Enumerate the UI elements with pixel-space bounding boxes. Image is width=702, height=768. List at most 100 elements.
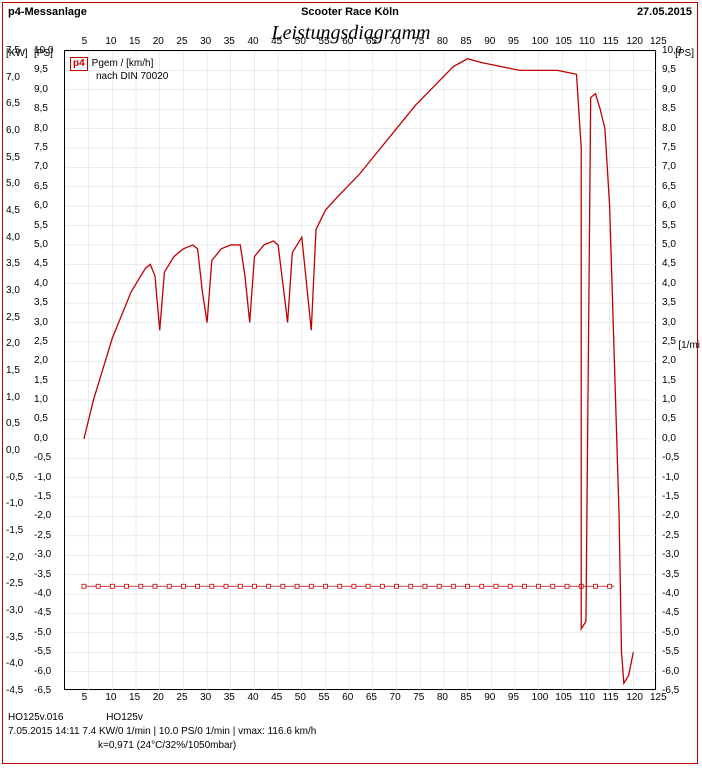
- tick-label: 5: [82, 692, 88, 703]
- tick-label: 100: [532, 36, 549, 47]
- tick-label: 4,0: [34, 278, 48, 289]
- tick-label: 6,0: [662, 200, 676, 211]
- legend-p4-icon: p4: [70, 57, 88, 71]
- tick-label: 45: [271, 36, 282, 47]
- tick-label: 1,5: [34, 375, 48, 386]
- tick-label: 85: [461, 36, 472, 47]
- tick-label: 1,5: [662, 375, 676, 386]
- tick-label: 0,0: [662, 433, 676, 444]
- tick-label: 20: [153, 692, 164, 703]
- tick-label: 15: [129, 36, 140, 47]
- tick-label: 8,0: [662, 123, 676, 134]
- tick-label: -3,0: [6, 605, 23, 616]
- tick-label: 7,0: [662, 161, 676, 172]
- tick-label: 65: [366, 692, 377, 703]
- tick-label: 60: [342, 36, 353, 47]
- tick-label: 15: [129, 692, 140, 703]
- chart-area: [64, 50, 656, 690]
- tick-label: 7,0: [34, 161, 48, 172]
- tick-label: 7,0: [6, 72, 20, 83]
- tick-label: 4,5: [662, 258, 676, 269]
- tick-label: -1,0: [34, 472, 51, 483]
- tick-label: -3,0: [34, 549, 51, 560]
- tick-label: 0,5: [6, 418, 20, 429]
- chart-svg: [65, 51, 657, 691]
- tick-label: -3,0: [662, 549, 679, 560]
- tick-label: -2,0: [34, 510, 51, 521]
- tick-label: 30: [200, 36, 211, 47]
- tick-label: -5,0: [34, 627, 51, 638]
- tick-label: 80: [437, 692, 448, 703]
- tick-label: 115: [603, 692, 619, 703]
- tick-label: 55: [318, 692, 329, 703]
- tick-label: 30: [200, 692, 211, 703]
- tick-label: 45: [271, 692, 282, 703]
- tick-label: 0,0: [6, 445, 20, 456]
- tick-label: -3,5: [34, 569, 51, 580]
- footer-line3: k=0,971 (24°C/32%/1050mbar): [8, 740, 692, 751]
- tick-label: 10: [105, 36, 116, 47]
- tick-label: 105: [555, 692, 572, 703]
- tick-label: -1,0: [662, 472, 679, 483]
- tick-label: 5,0: [6, 178, 20, 189]
- tick-label: 2,5: [662, 336, 676, 347]
- tick-label: 65: [366, 36, 377, 47]
- tick-label: 5,5: [34, 220, 48, 231]
- tick-label: -4,5: [662, 607, 679, 618]
- tick-label: 3,5: [662, 297, 676, 308]
- tick-label: 6,5: [34, 181, 48, 192]
- tick-label: 6,5: [662, 181, 676, 192]
- tick-label: 7,5: [34, 142, 48, 153]
- tick-label: 95: [508, 36, 519, 47]
- y-axis-mi-unit: [1/mi: [678, 340, 700, 351]
- tick-label: 1,5: [6, 365, 20, 376]
- tick-label: 40: [247, 692, 258, 703]
- tick-label: -4,0: [34, 588, 51, 599]
- tick-label: -2,5: [6, 578, 23, 589]
- tick-label: 3,0: [6, 285, 20, 296]
- tick-label: -0,5: [6, 472, 23, 483]
- tick-label: 10: [105, 692, 116, 703]
- tick-label: 2,5: [6, 312, 20, 323]
- tick-label: -3,5: [662, 569, 679, 580]
- tick-label: 2,5: [34, 336, 48, 347]
- tick-label: -5,5: [34, 646, 51, 657]
- tick-label: -0,5: [662, 452, 679, 463]
- tick-label: 110: [579, 36, 595, 47]
- tick-label: 8,5: [34, 103, 48, 114]
- tick-label: 70: [390, 36, 401, 47]
- tick-label: -1,0: [6, 498, 23, 509]
- tick-label: 9,0: [34, 84, 48, 95]
- tick-label: 5: [82, 36, 88, 47]
- tick-label: 1,0: [662, 394, 676, 405]
- tick-label: 0,0: [34, 433, 48, 444]
- tick-label: 5,0: [34, 239, 48, 250]
- tick-label: 25: [176, 692, 187, 703]
- tick-label: 0,5: [34, 413, 48, 424]
- tick-label: 6,0: [6, 125, 20, 136]
- tick-label: 100: [532, 692, 549, 703]
- tick-label: -1,5: [662, 491, 679, 502]
- tick-label: 60: [342, 692, 353, 703]
- tick-label: 10,0: [34, 45, 53, 56]
- tick-label: -4,5: [34, 607, 51, 618]
- tick-label: 1,0: [34, 394, 48, 405]
- tick-label: 80: [437, 36, 448, 47]
- tick-label: 120: [626, 36, 643, 47]
- tick-label: 20: [153, 36, 164, 47]
- tick-label: 9,5: [34, 64, 48, 75]
- tick-label: -4,5: [6, 685, 23, 696]
- tick-label: -5,0: [662, 627, 679, 638]
- tick-label: 120: [626, 692, 643, 703]
- tick-label: 90: [484, 692, 495, 703]
- tick-label: 95: [508, 692, 519, 703]
- tick-label: 6,5: [6, 98, 20, 109]
- tick-label: 55: [318, 36, 329, 47]
- tick-label: 10,0: [662, 45, 681, 56]
- tick-label: -2,0: [662, 510, 679, 521]
- tick-label: 4,0: [6, 232, 20, 243]
- tick-label: 25: [176, 36, 187, 47]
- tick-label: -2,5: [662, 530, 679, 541]
- tick-label: 3,5: [34, 297, 48, 308]
- tick-label: -6,5: [662, 685, 679, 696]
